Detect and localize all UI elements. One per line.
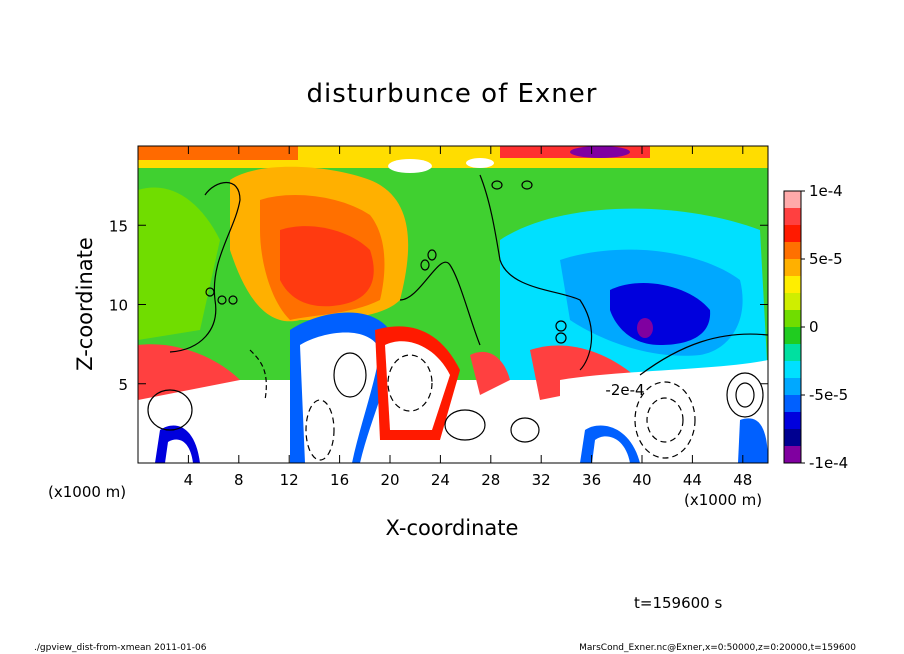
colorbar-swatch bbox=[784, 208, 801, 226]
colorbar-swatch bbox=[784, 293, 801, 311]
x-unit-left: (x1000 m) bbox=[48, 483, 126, 501]
x-tick-label: 36 bbox=[582, 471, 601, 489]
colorbar-swatch bbox=[784, 276, 801, 294]
colorbar-tick-label: -1e-4 bbox=[809, 454, 848, 472]
colorbar-tick-label: 5e-5 bbox=[809, 250, 843, 268]
colorbar-swatch bbox=[784, 191, 801, 209]
y-axis-label: Z-coordinate bbox=[73, 237, 97, 371]
x-tick-label: 12 bbox=[280, 471, 299, 489]
x-tick-label: 24 bbox=[431, 471, 450, 489]
colorbar-swatch bbox=[784, 446, 801, 464]
colorbar-tick-label: -5e-5 bbox=[809, 386, 848, 404]
chart-title: disturbunce of Exner bbox=[307, 79, 598, 109]
x-tick-label: 32 bbox=[532, 471, 551, 489]
y-axis: 5 10 15 bbox=[109, 217, 768, 394]
colorbar-swatch bbox=[784, 242, 801, 260]
colorbar-tick-label: 0 bbox=[809, 318, 819, 336]
colorbar-swatch bbox=[784, 225, 801, 243]
time-label: t=159600 s bbox=[634, 594, 722, 612]
x-tick-label: 48 bbox=[733, 471, 752, 489]
colorbar-swatch bbox=[784, 344, 801, 362]
x-tick-label: 20 bbox=[380, 471, 399, 489]
x-tick-label: 28 bbox=[481, 471, 500, 489]
colorbar-swatch bbox=[784, 412, 801, 430]
colorbar-swatch bbox=[784, 429, 801, 447]
contour-label: -2e-4 bbox=[605, 381, 644, 399]
y-tick-label: 15 bbox=[109, 217, 128, 235]
x-tick-label: 40 bbox=[632, 471, 651, 489]
colorbar-swatch bbox=[784, 395, 801, 413]
plot-area: -2e-4 bbox=[138, 146, 768, 463]
footer-right: MarsCond_Exner.nc@Exner,x=0:50000,z=0:20… bbox=[579, 643, 856, 653]
x-tick-label: 8 bbox=[234, 471, 244, 489]
x-tick-label: 16 bbox=[330, 471, 349, 489]
x-tick-label: 4 bbox=[184, 471, 194, 489]
x-unit-right: (x1000 m) bbox=[684, 491, 762, 509]
colorbar-swatch bbox=[784, 327, 801, 345]
y-tick-label: 10 bbox=[109, 297, 128, 315]
x-tick-label: 44 bbox=[683, 471, 702, 489]
colorbar: 1e-4 5e-5 0 -5e-5 -1e-4 bbox=[783, 182, 848, 472]
x-axis-label: X-coordinate bbox=[386, 516, 519, 540]
x-axis: 4 8 12 16 20 24 28 32 36 40 44 48 bbox=[184, 146, 752, 489]
colorbar-swatch bbox=[784, 310, 801, 328]
colorbar-swatch bbox=[784, 378, 801, 396]
colorbar-tick-label: 1e-4 bbox=[809, 182, 843, 200]
colorbar-swatch bbox=[784, 259, 801, 277]
colorbar-swatch bbox=[784, 361, 801, 379]
footer-left: ./gpview_dist-from-xmean 2011-01-06 bbox=[34, 643, 207, 653]
y-tick-label: 5 bbox=[118, 376, 128, 394]
